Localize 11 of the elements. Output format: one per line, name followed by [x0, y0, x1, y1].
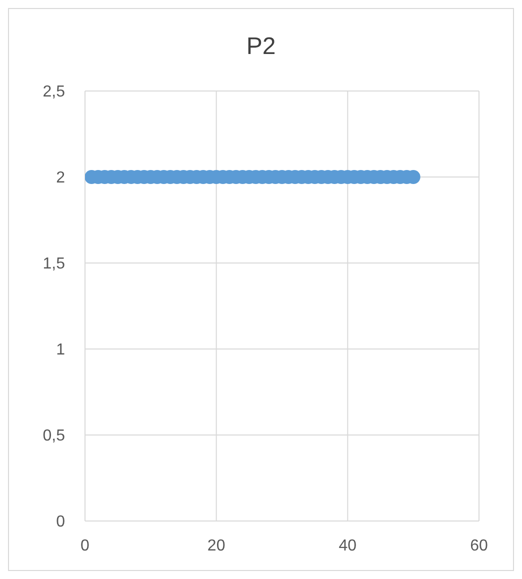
x-tick-label: 0: [80, 537, 90, 554]
x-tick-label: 20: [207, 537, 226, 554]
y-tick-label: 2,5: [42, 84, 66, 101]
y-tick-label: 0,5: [42, 428, 66, 445]
y-tick-label: 1: [56, 342, 66, 359]
y-tick-label: 2: [56, 170, 66, 187]
x-tick-label: 40: [338, 537, 357, 554]
chart-title: P2: [245, 32, 277, 62]
y-tick-label: 1,5: [42, 256, 66, 273]
y-tick-label: 0: [56, 514, 66, 531]
x-tick-label: 60: [470, 537, 488, 554]
